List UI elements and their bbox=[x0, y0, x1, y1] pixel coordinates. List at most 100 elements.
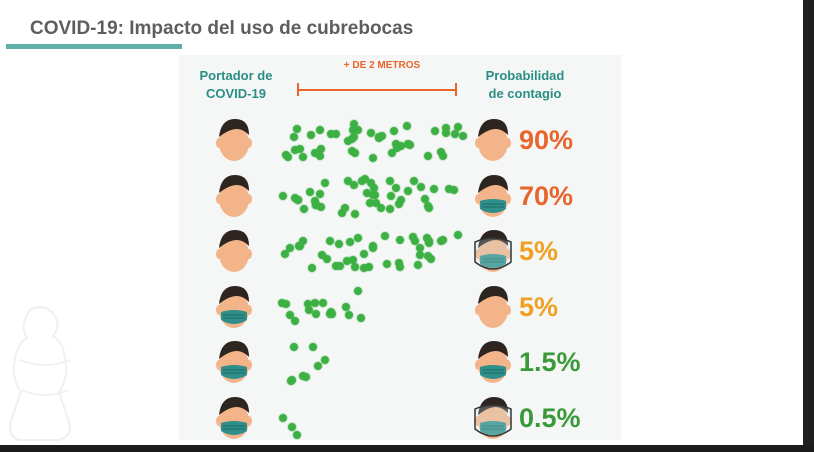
virus-particle-icon bbox=[349, 256, 357, 264]
virus-particle-icon bbox=[296, 242, 304, 250]
distance-tick-right bbox=[455, 83, 457, 96]
mask-infographic: Portador de COVID-19 + DE 2 METROS Proba… bbox=[179, 55, 621, 440]
presentation-slide: COVID-19: Impacto del uso de cubrebocas … bbox=[0, 0, 803, 445]
scenario-row: 70% bbox=[179, 169, 621, 225]
shielded-receiver-face-icon bbox=[474, 228, 512, 274]
virus-particle-icon bbox=[300, 204, 308, 213]
scenario-row: 0.5% bbox=[179, 391, 621, 446]
virus-particle-icon bbox=[360, 264, 368, 272]
virus-particle-icon bbox=[357, 313, 365, 322]
virus-particle-icon bbox=[312, 309, 320, 318]
virus-particle-icon bbox=[335, 240, 343, 248]
virus-particle-icon bbox=[349, 126, 357, 134]
virus-particle-icon bbox=[439, 152, 447, 160]
virus-particle-icon bbox=[360, 250, 368, 258]
virus-particle-icon bbox=[311, 298, 319, 307]
virus-particle-icon bbox=[293, 125, 301, 133]
virus-particles bbox=[277, 119, 467, 165]
carrier-face-icon bbox=[215, 228, 253, 274]
shielded-receiver-face-icon bbox=[474, 395, 512, 441]
virus-particle-icon bbox=[404, 186, 412, 195]
virus-particle-icon bbox=[327, 307, 335, 316]
virus-particle-icon bbox=[341, 203, 349, 212]
virus-particle-icon bbox=[290, 343, 298, 351]
virus-particle-icon bbox=[290, 133, 298, 141]
virus-particle-icon bbox=[396, 263, 404, 271]
virus-particle-icon bbox=[293, 430, 301, 439]
scenario-row: 5% bbox=[179, 224, 621, 280]
contagion-probability: 0.5% bbox=[519, 402, 581, 433]
virus-particle-icon bbox=[286, 310, 294, 319]
virus-particle-icon bbox=[416, 251, 424, 259]
virus-particle-icon bbox=[323, 255, 331, 263]
virus-particle-icon bbox=[388, 149, 396, 157]
virus-particle-icon bbox=[338, 208, 346, 217]
virus-particle-icon bbox=[442, 129, 450, 137]
virus-particle-icon bbox=[332, 130, 340, 138]
virus-particle-icon bbox=[314, 362, 322, 370]
virus-particle-icon bbox=[279, 413, 287, 422]
virus-particle-icon bbox=[316, 189, 324, 198]
virus-particle-icon bbox=[350, 120, 358, 128]
virus-particle-icon bbox=[296, 145, 304, 153]
virus-particle-icon bbox=[354, 126, 362, 134]
title-underline bbox=[6, 44, 182, 49]
virus-particle-icon bbox=[395, 259, 403, 267]
virus-particles bbox=[277, 286, 467, 332]
virus-particle-icon bbox=[345, 310, 353, 319]
virus-particle-icon bbox=[317, 202, 325, 211]
virus-particle-icon bbox=[404, 140, 412, 148]
virus-particle-icon bbox=[342, 302, 350, 311]
virus-particle-icon bbox=[396, 236, 404, 244]
contagion-probability: 5% bbox=[519, 236, 559, 266]
virus-particle-icon bbox=[397, 142, 405, 150]
virus-particle-icon bbox=[369, 244, 377, 252]
virus-particle-icon bbox=[369, 154, 377, 162]
virus-particle-icon bbox=[318, 251, 326, 259]
virus-particle-icon bbox=[282, 299, 290, 308]
distance-label: + DE 2 METROS bbox=[343, 60, 421, 71]
virus-particle-icon bbox=[459, 132, 467, 140]
virus-particle-icon bbox=[427, 255, 435, 263]
contagion-probability: 1.5% bbox=[519, 347, 581, 377]
carrier-header-text: Portador de COVID-19 bbox=[199, 68, 273, 101]
probability-header: Probabilidad de contagio bbox=[465, 67, 585, 103]
virus-particle-icon bbox=[367, 129, 375, 137]
virus-particle-icon bbox=[381, 232, 389, 240]
virus-particle-icon bbox=[387, 191, 395, 200]
virus-particle-icon bbox=[317, 145, 325, 153]
virus-particle-icon bbox=[312, 200, 320, 209]
scenario-row: 5% bbox=[179, 280, 621, 336]
virus-particles bbox=[277, 341, 467, 387]
virus-particles bbox=[277, 230, 467, 276]
scenario-row: 1.5% bbox=[179, 335, 621, 391]
masked-receiver-face-icon bbox=[474, 339, 512, 385]
virus-particle-icon bbox=[370, 183, 378, 192]
virus-particle-icon bbox=[346, 238, 354, 246]
virus-particle-icon bbox=[321, 178, 329, 187]
virus-particle-icon bbox=[291, 146, 299, 154]
virus-particle-icon bbox=[284, 153, 292, 161]
virus-particle-icon bbox=[343, 257, 351, 265]
distance-line bbox=[297, 89, 457, 91]
virus-particle-icon bbox=[316, 152, 324, 160]
virus-particle-icon bbox=[294, 195, 302, 204]
scenario-row: 90% bbox=[179, 113, 621, 169]
virus-particle-icon bbox=[305, 305, 313, 314]
distance-tick-left bbox=[297, 83, 299, 96]
virus-particle-icon bbox=[358, 176, 366, 185]
masked-carrier-face-icon bbox=[215, 284, 253, 330]
virus-particle-icon bbox=[288, 422, 296, 431]
virus-particle-icon bbox=[416, 244, 424, 252]
virus-particle-icon bbox=[302, 373, 310, 381]
virus-particle-icon bbox=[445, 184, 453, 193]
virus-particle-icon bbox=[286, 244, 294, 252]
contagion-probability: 5% bbox=[519, 291, 559, 322]
virus-particle-icon bbox=[351, 263, 359, 271]
virus-particles bbox=[277, 174, 467, 221]
virus-particle-icon bbox=[367, 178, 375, 187]
virus-particle-icon bbox=[327, 130, 335, 138]
virus-particle-icon bbox=[316, 126, 324, 134]
virus-particle-icon bbox=[351, 149, 359, 157]
virus-particle-icon bbox=[307, 131, 315, 139]
